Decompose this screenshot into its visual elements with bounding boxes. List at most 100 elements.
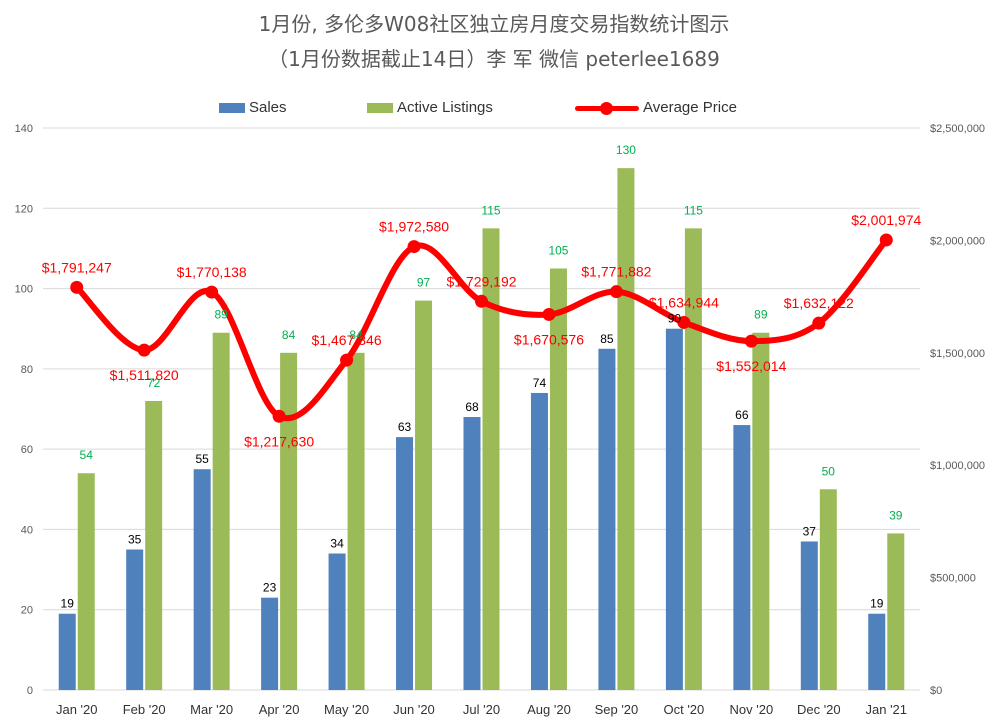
x-tick-label: Oct '20: [663, 702, 704, 717]
y-right-tick-label: $1,000,000: [930, 460, 985, 472]
listings-data-label: 54: [80, 448, 94, 462]
x-tick-label: Mar '20: [190, 702, 233, 717]
price-data-label: $1,770,138: [177, 264, 247, 280]
listings-bar: [549, 268, 567, 690]
sales-bar: [261, 597, 279, 690]
listings-bar: [415, 300, 433, 690]
price-marker: [744, 334, 758, 348]
listings-bar: [212, 332, 230, 690]
sales-data-label: 34: [330, 537, 344, 551]
price-marker: [475, 294, 488, 308]
price-data-label: $1,217,630: [244, 433, 314, 449]
legend-price-label: Average Price: [643, 99, 737, 116]
listings-data-label: 115: [684, 203, 703, 217]
x-tick-label: Feb '20: [123, 702, 166, 717]
listings-data-label: 89: [214, 308, 228, 322]
legend-listings-swatch: [367, 102, 393, 113]
listings-bar: [617, 168, 635, 691]
price-data-label: $1,511,820: [110, 367, 179, 383]
price-marker: [677, 315, 691, 329]
price-marker: [407, 240, 421, 254]
x-tick-label: Jan '21: [866, 702, 908, 717]
price-data-label: $1,670,576: [514, 331, 584, 347]
y-left-tick-label: 0: [27, 685, 33, 697]
y-left-tick-label: 20: [21, 605, 33, 617]
y-right-tick-label: $2,500,000: [930, 123, 985, 135]
legend-listings: Active Listings: [367, 99, 493, 116]
listings-data-label: 130: [616, 143, 636, 157]
listings-data-label: 84: [282, 328, 296, 342]
sales-data-label: 66: [735, 408, 749, 422]
x-tick-label: Sep '20: [595, 702, 639, 717]
sales-data-label: 23: [263, 581, 277, 595]
listings-data-label: 39: [889, 508, 903, 522]
sales-data-label: 68: [465, 400, 479, 414]
legend-price: Average Price: [575, 99, 737, 116]
legend-sales: Sales: [219, 99, 287, 116]
y-right-tick-label: $1,500,000: [930, 348, 985, 360]
listings-bar: [887, 533, 905, 690]
sales-bar: [530, 392, 548, 690]
y-left-tick-label: 60: [21, 444, 33, 456]
price-marker: [542, 307, 556, 321]
sales-bar: [800, 541, 818, 690]
sales-bar: [463, 417, 481, 690]
listings-bar: [77, 473, 95, 690]
listings-bar: [280, 352, 298, 690]
price-marker: [70, 280, 84, 294]
sales-data-label: 63: [398, 420, 412, 434]
sales-bar: [665, 328, 683, 690]
price-data-label: $1,972,580: [379, 219, 449, 235]
listings-data-label: 72: [147, 376, 161, 390]
x-tick-label: May '20: [324, 702, 369, 717]
sales-data-label: 35: [128, 533, 142, 547]
listings-bar: [482, 228, 500, 690]
legend-price-swatch: [575, 101, 639, 115]
x-tick-label: Dec '20: [797, 702, 841, 717]
x-tick-label: Aug '20: [527, 702, 571, 717]
y-right-tick-label: $500,000: [930, 573, 976, 585]
sales-data-label: 85: [600, 332, 614, 346]
chart-subtitle: （1月份数据截止14日）李 军 微信 peterlee1689: [268, 47, 720, 71]
sales-data-label: 19: [870, 597, 884, 611]
y-left-tick-label: 80: [21, 364, 33, 376]
price-data-label: $1,552,014: [716, 358, 786, 374]
legend: Sales Active Listings Average Price: [0, 99, 988, 121]
listings-data-label: 89: [754, 308, 768, 322]
sales-bar: [868, 613, 886, 690]
sales-data-label: 19: [61, 597, 75, 611]
y-right-tick-label: $2,000,000: [930, 235, 985, 247]
x-tick-label: Apr '20: [259, 702, 300, 717]
price-data-label: $1,791,247: [42, 259, 112, 275]
price-marker: [340, 353, 354, 367]
price-marker: [272, 409, 286, 423]
price-data-label: $1,729,192: [446, 273, 516, 289]
y-left-tick-label: 40: [21, 524, 33, 536]
sales-bar: [328, 553, 346, 690]
price-data-label: $1,632,122: [784, 295, 854, 311]
listings-bar: [684, 228, 702, 690]
price-data-label: $2,001,974: [851, 212, 921, 228]
chart-title: 1月份, 多伦多W08社区独立房月度交易指数统计图示: [258, 12, 730, 36]
sales-data-label: 90: [668, 312, 682, 326]
sales-data-label: 37: [803, 524, 817, 538]
sales-bar: [396, 437, 414, 690]
price-data-label: $1,771,882: [581, 264, 651, 280]
listings-data-label: 105: [548, 244, 568, 258]
listings-data-label: 84: [349, 328, 363, 342]
sales-bar: [193, 469, 211, 690]
listings-bar: [145, 400, 163, 690]
sales-bar: [58, 613, 76, 690]
price-marker: [812, 316, 826, 330]
sales-bar: [598, 348, 616, 690]
listings-data-label: 97: [417, 276, 431, 290]
y-left-tick-label: 120: [15, 203, 33, 215]
x-tick-label: Jul '20: [463, 702, 500, 717]
sales-data-label: 55: [195, 452, 209, 466]
price-marker: [609, 285, 623, 299]
x-tick-label: Jun '20: [393, 702, 435, 717]
legend-sales-label: Sales: [249, 99, 287, 116]
price-marker: [137, 343, 151, 357]
price-data-label: $1,467,346: [312, 332, 382, 348]
